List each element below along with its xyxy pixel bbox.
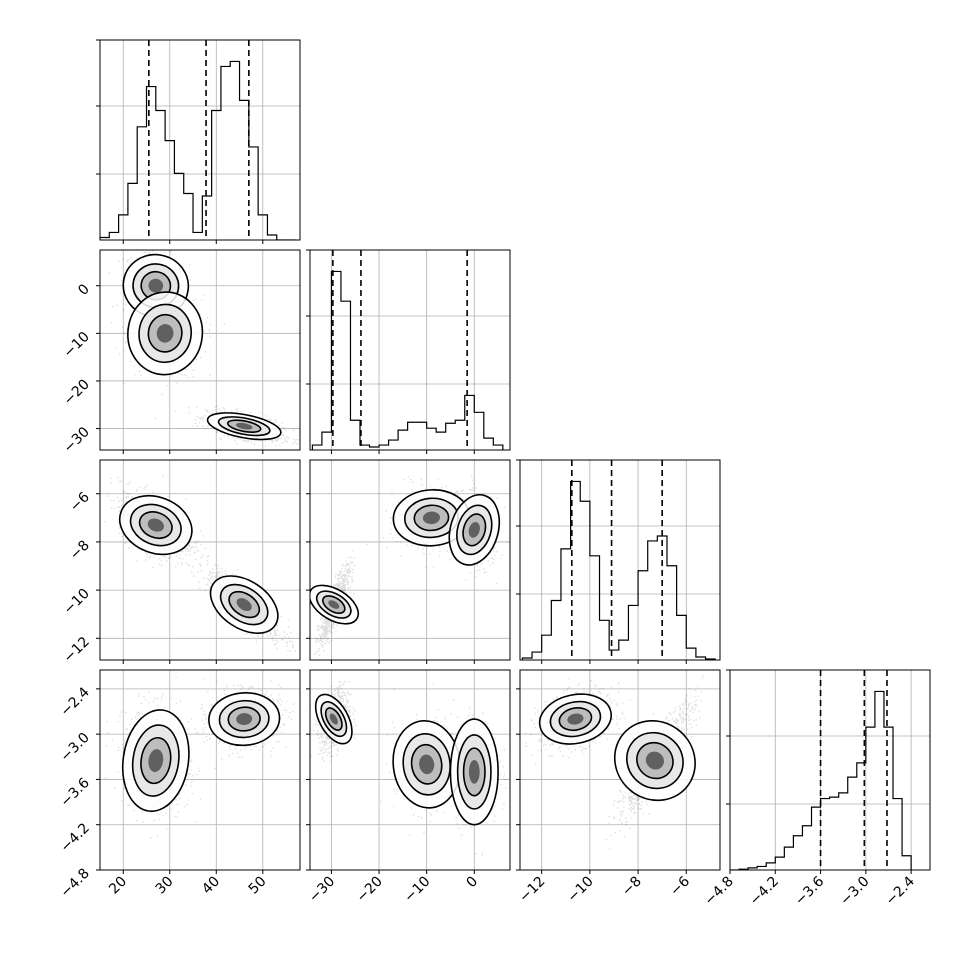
x-tick-label: −30 [306, 874, 338, 906]
y-tick-label: −3.6 [57, 775, 92, 810]
hist-step [730, 690, 912, 870]
y-tick-label: −4.8 [57, 866, 92, 901]
y-tick-label: −4.2 [57, 820, 92, 855]
density-contour [468, 521, 480, 538]
hist-panel-1 [306, 249, 511, 454]
density-contours [118, 494, 279, 634]
y-tick-label: −3.0 [57, 730, 92, 765]
density-contours [538, 693, 696, 802]
y-tick-label: 0 [75, 281, 93, 299]
x-tick-label: 0 [463, 874, 481, 892]
x-tick-label: −2.4 [883, 873, 918, 908]
panel-frame [309, 249, 511, 451]
x-tick-label: −6 [667, 873, 693, 899]
x-tick-label: 30 [153, 874, 177, 898]
x-tick-label: −3.0 [837, 874, 872, 909]
density-contour [236, 598, 252, 612]
panel-frame [309, 459, 511, 661]
y-tick-label: −8 [67, 537, 93, 563]
panel-frame [99, 459, 301, 661]
hist-step [311, 270, 504, 450]
scatter-panel-2-1 [306, 459, 511, 664]
scatter-panel-1-0: −30 −20 −10 0 [61, 249, 301, 456]
density-contour [419, 754, 435, 775]
y-tick-label: −10 [61, 329, 93, 361]
scatter-panel-2-0: −12 −10 −8 −6 [61, 459, 301, 666]
hist-panel-3: −4.8 −4.2 −3.6 −3.0 −2.4 [701, 669, 931, 909]
scatter-samples [103, 475, 300, 652]
hist-panel-0 [96, 39, 301, 244]
x-tick-label: −10 [565, 874, 597, 906]
density-contour [645, 751, 664, 770]
scatter-panel-3-2: −12 −10 −8 −6 [516, 669, 721, 906]
x-tick-label: 50 [246, 874, 270, 898]
hist-step [100, 60, 296, 240]
density-contour [148, 278, 164, 293]
panel-frame [519, 459, 721, 661]
density-contours [314, 693, 499, 826]
density-contour [567, 713, 584, 725]
y-tick-label: −12 [61, 634, 93, 666]
y-tick-label: −2.4 [57, 684, 92, 719]
density-contour [468, 760, 480, 784]
density-contour [156, 324, 174, 343]
x-tick-label: −8 [619, 874, 645, 900]
x-tick-label: −20 [354, 874, 386, 906]
density-contour [148, 749, 164, 772]
density-contours [122, 253, 282, 441]
density-contours [121, 691, 281, 813]
density-contour [235, 422, 253, 430]
panel-frame [99, 669, 301, 871]
x-tick-label: −4.2 [747, 874, 782, 909]
panel-frame [729, 669, 931, 871]
hist-step [521, 480, 716, 660]
density-contour [328, 600, 340, 609]
density-contour [329, 713, 338, 725]
scatter-panel-3-0: 20 30 40 50 −4.8 −4.2 −3.6 −3.0 −2.4 [57, 669, 301, 901]
x-tick-label: −12 [516, 874, 548, 906]
panel-frame [519, 669, 721, 871]
y-tick-label: −20 [61, 376, 93, 408]
panel-frame [99, 249, 301, 451]
x-tick-label: −3.6 [792, 873, 827, 908]
density-contour [422, 511, 440, 525]
density-contours [310, 489, 501, 625]
y-tick-label: −30 [61, 424, 93, 456]
x-tick-label: 40 [199, 874, 223, 898]
y-tick-label: −10 [61, 586, 93, 618]
panel-frame [309, 669, 511, 871]
x-tick-label: −4.8 [701, 874, 736, 909]
x-tick-label: 20 [106, 874, 130, 898]
density-contour [147, 518, 164, 532]
y-tick-label: −6 [67, 489, 93, 515]
sample-points [103, 475, 300, 652]
scatter-panel-3-1: −30 −20 −10 0 [306, 669, 511, 906]
density-contour [236, 713, 253, 725]
panel-frame [99, 39, 301, 241]
x-tick-label: −10 [401, 874, 433, 906]
hist-panel-2 [516, 459, 721, 664]
